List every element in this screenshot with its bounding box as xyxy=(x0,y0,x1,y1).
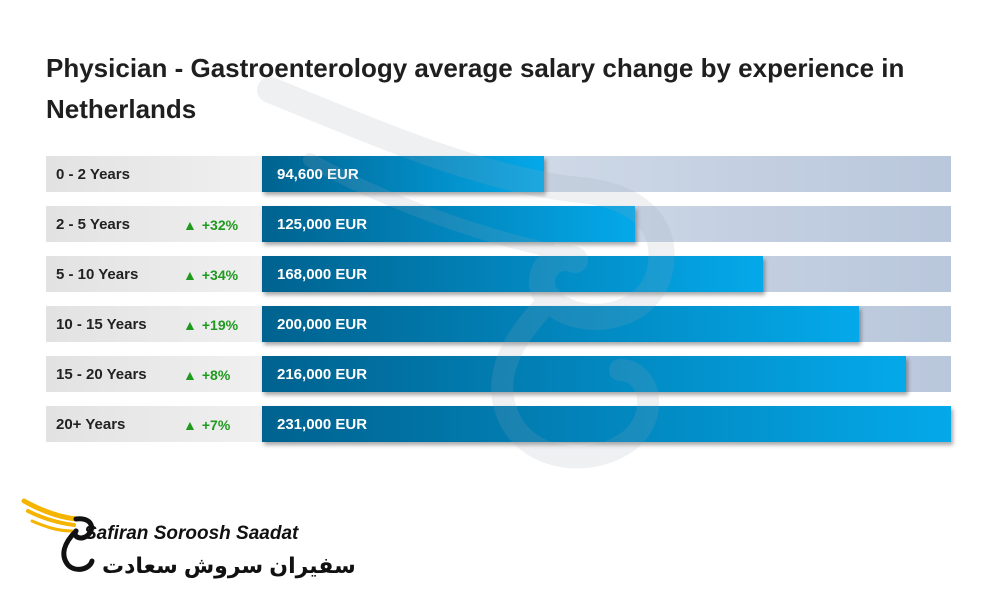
row-label-cell: 20+ Years ▲ +7% xyxy=(46,406,262,442)
row-label-cell: 15 - 20 Years ▲ +8% xyxy=(46,356,262,392)
brand-name-english: Safiran Soroosh Saadat xyxy=(84,523,299,544)
change-percent: +7% xyxy=(201,417,231,433)
row-label-cell: 2 - 5 Years ▲ +32% xyxy=(46,206,262,242)
chart-title: Physician - Gastroenterology average sal… xyxy=(46,53,905,124)
bar-row: 20+ Years ▲ +7% 231,000 EUR xyxy=(46,406,951,442)
wing-s-logo-icon xyxy=(21,498,95,572)
salary-bar xyxy=(262,306,859,342)
salary-change: ▲ +19% xyxy=(183,306,238,344)
salary-value-label: 168,000 EUR xyxy=(277,266,368,283)
salary-bar xyxy=(262,156,544,192)
brand-logo: Safiran Soroosh Saadat سفیران سروش سعادت xyxy=(20,493,356,583)
salary-value-label: 94,600 EUR xyxy=(277,166,359,183)
salary-value-label: 216,000 EUR xyxy=(277,366,368,383)
salary-change: ▲ +8% xyxy=(183,356,230,394)
experience-label: 2 - 5 Years xyxy=(56,216,130,233)
experience-label: 0 - 2 Years xyxy=(56,166,130,183)
salary-bar xyxy=(262,206,635,242)
bar-row: 15 - 20 Years ▲ +8% 216,000 EUR xyxy=(46,356,951,392)
up-triangle-icon: ▲ xyxy=(183,367,197,383)
row-label-cell: 5 - 10 Years ▲ +34% xyxy=(46,256,262,292)
salary-value-label: 200,000 EUR xyxy=(277,316,368,333)
change-percent: +34% xyxy=(201,267,239,283)
experience-label: 20+ Years xyxy=(56,416,126,433)
bar-row: 5 - 10 Years ▲ +34% 168,000 EUR xyxy=(46,256,951,292)
salary-change: ▲ +34% xyxy=(183,256,238,294)
experience-label: 5 - 10 Years xyxy=(56,266,139,283)
salary-change: ▲ +7% xyxy=(183,406,230,444)
experience-label: 15 - 20 Years xyxy=(56,366,147,383)
change-percent: +32% xyxy=(201,217,239,233)
bar-row: 2 - 5 Years ▲ +32% 125,000 EUR xyxy=(46,206,951,242)
row-label-cell: 10 - 15 Years ▲ +19% xyxy=(46,306,262,342)
brand-name-persian: سفیران سروش سعادت xyxy=(102,553,356,578)
salary-bar xyxy=(262,406,951,442)
salary-bar-chart: 0 - 2 Years 94,600 EUR 2 - 5 Years ▲ +32% 125… xyxy=(46,156,951,456)
salary-bar xyxy=(262,356,906,392)
up-triangle-icon: ▲ xyxy=(183,317,197,333)
salary-value-label: 231,000 EUR xyxy=(277,416,368,433)
salary-change: ▲ +32% xyxy=(183,206,238,244)
row-label-cell: 0 - 2 Years xyxy=(46,156,262,192)
bar-row: 0 - 2 Years 94,600 EUR xyxy=(46,156,951,192)
bar-row: 10 - 15 Years ▲ +19% 200,000 EUR xyxy=(46,306,951,342)
up-triangle-icon: ▲ xyxy=(183,217,197,233)
up-triangle-icon: ▲ xyxy=(183,267,197,283)
change-percent: +8% xyxy=(201,367,231,383)
change-percent: +19% xyxy=(201,317,239,333)
experience-label: 10 - 15 Years xyxy=(56,316,147,333)
salary-bar xyxy=(262,256,763,292)
salary-value-label: 125,000 EUR xyxy=(277,216,368,233)
up-triangle-icon: ▲ xyxy=(183,417,197,433)
